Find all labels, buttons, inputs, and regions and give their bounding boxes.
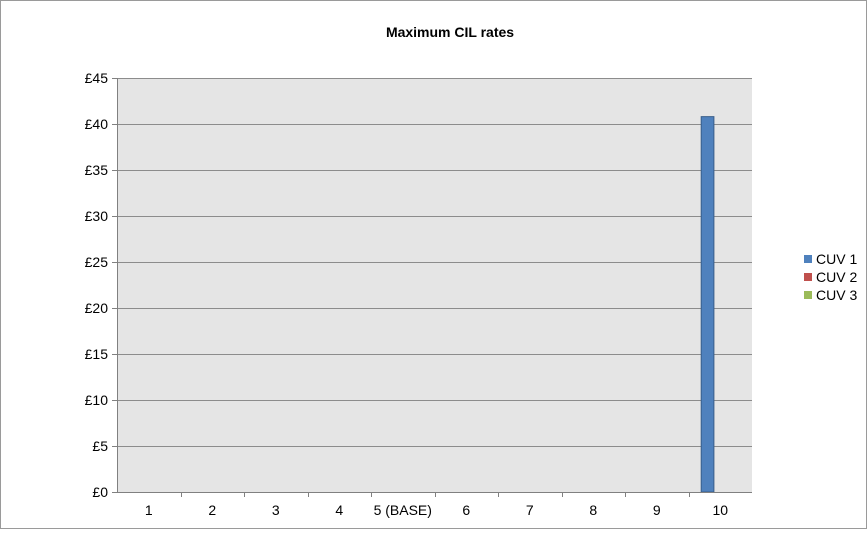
legend: CUV 1 CUV 2 CUV 3 bbox=[804, 251, 857, 303]
legend-label: CUV 2 bbox=[816, 269, 857, 285]
x-tick-label: 7 bbox=[526, 502, 534, 518]
x-tick-label: 9 bbox=[653, 502, 661, 518]
x-tick-label: 1 bbox=[145, 502, 153, 518]
bar bbox=[700, 116, 715, 493]
plot-area bbox=[117, 78, 752, 492]
y-tick-label: £5 bbox=[92, 438, 108, 454]
legend-swatch bbox=[804, 255, 812, 263]
x-tick-label: 10 bbox=[712, 502, 728, 518]
x-tick-label: 6 bbox=[462, 502, 470, 518]
x-tick-label: 8 bbox=[589, 502, 597, 518]
y-tick-label: £0 bbox=[92, 484, 108, 500]
y-tick-label: £20 bbox=[85, 300, 109, 316]
y-tick-label: £45 bbox=[85, 70, 109, 86]
x-tick-label: 3 bbox=[272, 502, 280, 518]
x-tick-label: 4 bbox=[335, 502, 343, 518]
axes bbox=[117, 78, 752, 497]
y-tick-label: £15 bbox=[85, 346, 109, 362]
legend-swatch bbox=[804, 291, 812, 299]
x-tick-label: 5 (BASE) bbox=[374, 502, 432, 518]
legend-swatch bbox=[804, 273, 812, 281]
y-tick-label: £30 bbox=[85, 208, 109, 224]
legend-label: CUV 3 bbox=[816, 287, 857, 303]
y-axis-tick-labels: £0 £5 £10 £15 £20 £25 £30 £35 £40 £45 bbox=[85, 70, 109, 500]
y-tick-label: £10 bbox=[85, 392, 109, 408]
bars bbox=[700, 116, 715, 493]
y-tick-label: £35 bbox=[85, 162, 109, 178]
chart-title: Maximum CIL rates bbox=[386, 24, 514, 40]
gridlines bbox=[112, 78, 752, 493]
y-tick-label: £25 bbox=[85, 254, 109, 270]
y-tick-label: £40 bbox=[85, 116, 109, 132]
x-axis-tick-labels: 1 2 3 4 5 (BASE) 6 7 8 9 10 bbox=[145, 502, 728, 518]
legend-label: CUV 1 bbox=[816, 251, 857, 267]
x-tick-label: 2 bbox=[208, 502, 216, 518]
